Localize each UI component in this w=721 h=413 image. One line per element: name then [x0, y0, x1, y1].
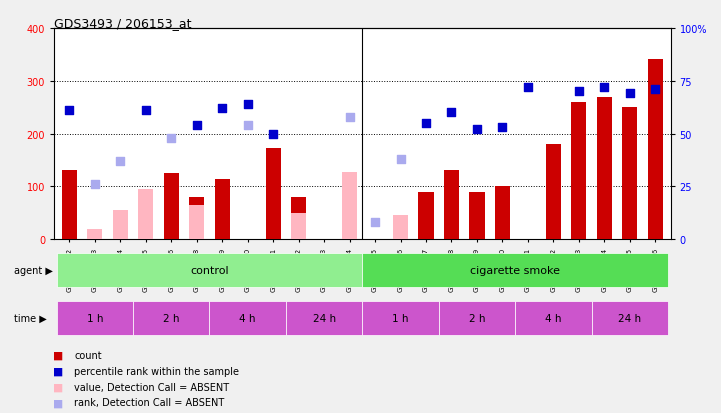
Text: agent ▶: agent ▶ — [14, 266, 53, 275]
Point — [115, 158, 126, 165]
Text: GDS3493 / 206153_at: GDS3493 / 206153_at — [54, 17, 192, 29]
Text: time ▶: time ▶ — [14, 313, 47, 323]
Bar — [133, 301, 210, 335]
Bar — [647, 59, 663, 240]
Bar — [363, 254, 668, 287]
Text: 24 h: 24 h — [618, 313, 642, 323]
Point — [369, 219, 381, 226]
Point — [598, 85, 610, 91]
Point — [497, 125, 508, 131]
Bar — [62, 171, 77, 240]
Bar — [418, 192, 433, 240]
Text: ■: ■ — [54, 348, 63, 362]
Bar — [112, 211, 128, 240]
Text: 4 h: 4 h — [239, 313, 256, 323]
Bar — [87, 229, 102, 240]
Text: ■: ■ — [54, 364, 63, 378]
Bar — [438, 301, 515, 335]
Point — [267, 131, 279, 138]
Bar — [189, 197, 204, 240]
Point — [446, 110, 457, 116]
Point — [624, 91, 635, 97]
Point — [394, 156, 406, 163]
Text: value, Detection Call = ABSENT: value, Detection Call = ABSENT — [74, 382, 229, 392]
Bar — [444, 171, 459, 240]
Bar — [469, 192, 485, 240]
Bar — [546, 145, 561, 240]
Point — [522, 85, 534, 91]
Point — [191, 123, 203, 129]
Text: control: control — [190, 266, 229, 275]
Text: cigarette smoke: cigarette smoke — [470, 266, 560, 275]
Text: count: count — [74, 350, 102, 360]
Bar — [363, 301, 438, 335]
Text: percentile rank within the sample: percentile rank within the sample — [74, 366, 239, 376]
Bar — [591, 301, 668, 335]
Text: 2 h: 2 h — [163, 313, 180, 323]
Point — [242, 102, 254, 108]
Text: 4 h: 4 h — [545, 313, 562, 323]
Point — [140, 108, 151, 114]
Bar — [515, 301, 591, 335]
Bar — [57, 254, 363, 287]
Bar — [265, 148, 280, 240]
Bar — [57, 301, 133, 335]
Text: 1 h: 1 h — [87, 313, 103, 323]
Point — [166, 135, 177, 142]
Bar — [210, 301, 286, 335]
Bar — [571, 102, 586, 240]
Text: rank, Detection Call = ABSENT: rank, Detection Call = ABSENT — [74, 397, 224, 407]
Bar — [393, 216, 408, 240]
Bar — [597, 97, 612, 240]
Text: 1 h: 1 h — [392, 313, 409, 323]
Text: ■: ■ — [54, 395, 63, 409]
Bar — [138, 190, 154, 240]
Bar — [622, 108, 637, 240]
Bar — [189, 205, 204, 240]
Point — [344, 114, 355, 121]
Bar — [215, 180, 230, 240]
Point — [471, 127, 482, 133]
Text: 24 h: 24 h — [312, 313, 336, 323]
Bar — [342, 173, 357, 240]
Point — [89, 181, 101, 188]
Bar — [291, 213, 306, 240]
Point — [420, 121, 432, 127]
Bar — [495, 187, 510, 240]
Point — [63, 108, 75, 114]
Point — [216, 106, 228, 112]
Text: ■: ■ — [54, 380, 63, 394]
Bar — [164, 174, 179, 240]
Bar — [291, 197, 306, 240]
Point — [650, 87, 661, 93]
Point — [573, 89, 585, 95]
Bar — [286, 301, 362, 335]
Text: 2 h: 2 h — [469, 313, 485, 323]
Point — [242, 123, 254, 129]
